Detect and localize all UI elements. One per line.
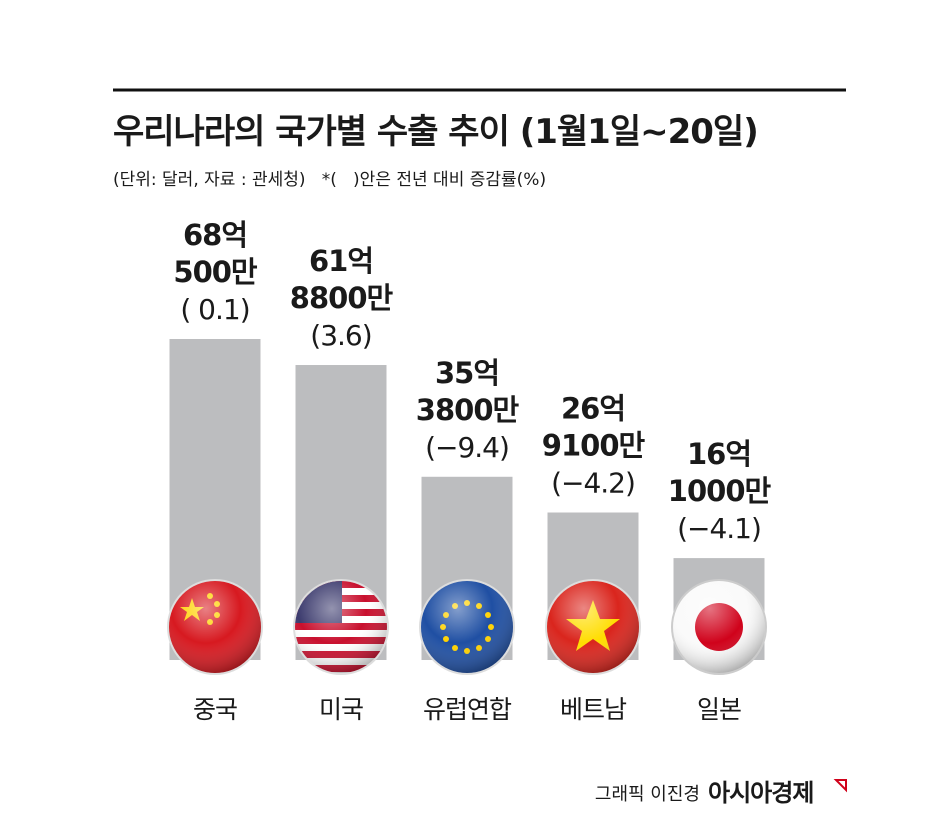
value-label: 16억	[687, 437, 751, 471]
value-label: 68억	[183, 218, 247, 252]
flags	[167, 579, 767, 675]
chart-subtitle: (단위: 달러, 자료 : 관세청) *( )안은 전년 대비 증감률(%)	[113, 170, 546, 190]
value-label: 8800만	[290, 281, 394, 315]
flag-japan	[671, 579, 767, 675]
flag-china	[167, 579, 263, 675]
change-label: (−9.4)	[425, 431, 509, 464]
value-label: 3800만	[416, 393, 520, 427]
flag-usa	[293, 579, 389, 675]
flag-vietnam	[545, 579, 641, 675]
flag-eu	[419, 579, 515, 675]
x-tick-label: 미국	[319, 695, 363, 724]
value-label: 500만	[173, 255, 258, 289]
brand: 아시아경제	[708, 779, 813, 807]
change-label: (−4.1)	[677, 512, 761, 545]
change-label: ( 0.1)	[180, 293, 249, 326]
value-label: 1000만	[668, 474, 772, 508]
brand-mark	[833, 779, 847, 793]
value-label: 61억	[309, 244, 373, 278]
change-label: (3.6)	[310, 319, 371, 352]
chart-title: 우리나라의 국가별 수출 추이 (1월1일~20일)	[113, 112, 758, 152]
x-tick-label: 일본	[697, 695, 741, 724]
value-label: 9100만	[542, 429, 646, 463]
value-label: 35억	[435, 356, 499, 390]
change-label: (−4.2)	[551, 467, 635, 500]
x-tick-label: 중국	[193, 695, 237, 724]
credit: 그래픽 이진경	[595, 784, 700, 805]
x-tick-label: 베트남	[560, 695, 627, 724]
value-label: 26억	[561, 392, 625, 426]
x-tick-label: 유럽연합	[423, 695, 512, 724]
